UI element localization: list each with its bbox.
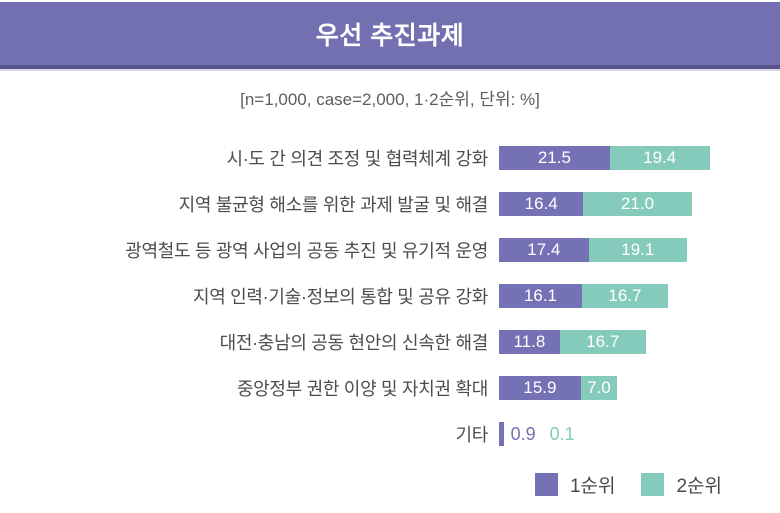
bar-value: 19.1 bbox=[621, 240, 655, 259]
bar-stack: 11.8 16.7 bbox=[499, 330, 646, 354]
category-label: 중앙정부 권한 이양 및 자치권 확대 bbox=[236, 379, 488, 399]
bar-segment-rank1: 15.9 bbox=[499, 376, 581, 400]
bar-value: 21.0 bbox=[620, 194, 655, 213]
legend-item-rank1: 1순위 bbox=[534, 471, 616, 498]
bar-segment-rank1: 16.1 bbox=[499, 284, 582, 308]
bar-segment-rank2: 19.4 bbox=[609, 146, 710, 170]
category-label: 광역철도 등 광역 사업의 공동 추진 및 유기적 운영 bbox=[125, 241, 488, 261]
bar-value: 16.7 bbox=[608, 286, 642, 305]
bar-segment-rank2: 21.0 bbox=[583, 192, 692, 216]
bar-value: 15.9 bbox=[523, 378, 557, 397]
bar-value: 19.4 bbox=[643, 148, 677, 167]
bar-segment-rank1: 16.4 bbox=[499, 192, 584, 216]
bar-stack: 15.9 7.0 bbox=[499, 376, 617, 400]
bar-value: 11.8 bbox=[513, 332, 546, 351]
bar-segment-rank1 bbox=[499, 422, 504, 446]
bar-value: 16.7 bbox=[586, 332, 620, 351]
chart-rows: 시·도 간 의견 조정 및 협력체계 강화 21.5 19.4 지역 불균형 해소를 … bbox=[0, 146, 780, 446]
rank1-color-swatch bbox=[534, 473, 558, 496]
bar-stack: 16.1 16.7 bbox=[499, 284, 668, 308]
legend-item-rank2: 2순위 bbox=[641, 471, 722, 498]
legend-label-rank1: 1순위 bbox=[569, 476, 616, 497]
bar-segment-rank2: 7.0 bbox=[580, 376, 617, 400]
bar-value-outside: 0.9 bbox=[510, 424, 536, 444]
chart-row: 지역 인력·기술·정보의 통합 및 공유 강화 16.1 16.7 bbox=[0, 284, 780, 308]
bar-value: 21.5 bbox=[537, 148, 571, 167]
bar-value-outside: 0.1 bbox=[549, 424, 575, 444]
page-title: 우선 추진과제 bbox=[315, 21, 465, 50]
chart-row: 광역철도 등 광역 사업의 공동 추진 및 유기적 운영 17.4 19.1 bbox=[0, 238, 780, 262]
bar-segment-rank2: 16.7 bbox=[559, 330, 646, 354]
title-bar: 우선 추진과제 bbox=[0, 2, 780, 69]
bar-value: 16.1 bbox=[523, 286, 557, 305]
bar-segment-rank1: 17.4 bbox=[499, 238, 589, 262]
category-label: 지역 불균형 해소를 위한 과제 발굴 및 해결 bbox=[178, 195, 489, 215]
chart-row: 지역 불균형 해소를 위한 과제 발굴 및 해결 16.4 21.0 bbox=[0, 192, 780, 216]
bar-chart: 시·도 간 의견 조정 및 협력체계 강화 21.5 19.4 지역 불균형 해소를 … bbox=[0, 146, 780, 446]
survey-note: [n=1,000, case=2,000, 1·2순위, 단위: %] bbox=[240, 90, 540, 109]
bar-stack: 21.5 19.4 bbox=[499, 146, 710, 170]
chart-row: 기타 0.9 0.1 bbox=[0, 422, 780, 446]
category-label: 대전·충남의 공동 현안의 신속한 해결 bbox=[219, 333, 489, 353]
chart-legend: 1순위 2순위 bbox=[0, 471, 722, 498]
bar-segment-rank2: 19.1 bbox=[588, 238, 687, 262]
bar-segment-rank2: 16.7 bbox=[581, 284, 668, 308]
chart-row: 대전·충남의 공동 현안의 신속한 해결 11.8 16.7 bbox=[0, 330, 780, 354]
category-label: 기타 bbox=[455, 425, 488, 445]
bar-value: 7.0 bbox=[587, 378, 611, 397]
bar-stack: 17.4 19.1 bbox=[499, 238, 687, 262]
bar-stack: 0.9 0.1 bbox=[499, 422, 575, 446]
bar-segment-rank1: 11.8 bbox=[499, 330, 560, 354]
bar-segment-rank1: 21.5 bbox=[499, 146, 610, 170]
bar-value: 16.4 bbox=[524, 194, 558, 213]
chart-row: 시·도 간 의견 조정 및 협력체계 강화 21.5 19.4 bbox=[0, 146, 780, 170]
bar-value: 17.4 bbox=[527, 240, 561, 259]
chart-row: 중앙정부 권한 이양 및 자치권 확대 15.9 7.0 bbox=[0, 376, 780, 400]
category-label: 시·도 간 의견 조정 및 협력체계 강화 bbox=[226, 149, 488, 169]
bar-stack: 16.4 21.0 bbox=[499, 192, 692, 216]
category-label: 지역 인력·기술·정보의 통합 및 공유 강화 bbox=[192, 287, 488, 307]
legend-label-rank2: 2순위 bbox=[676, 476, 722, 497]
rank2-color-swatch bbox=[641, 473, 665, 496]
